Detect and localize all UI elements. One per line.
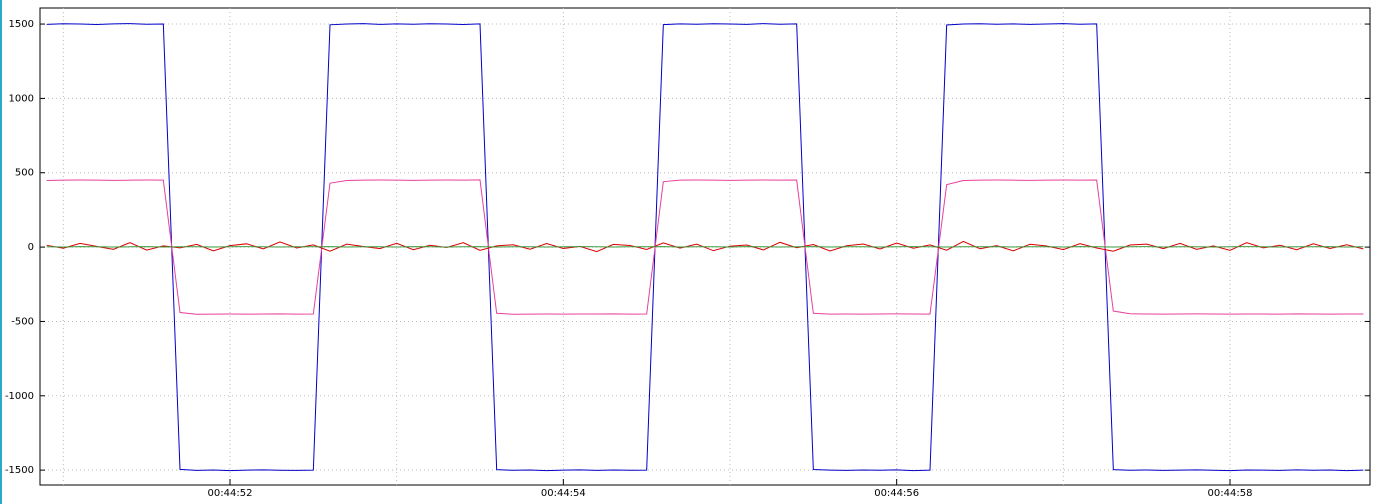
y-tick-label: 1000 <box>9 93 34 104</box>
y-tick-label: 1500 <box>9 19 34 30</box>
x-tick-label: 00:44:56 <box>874 488 919 499</box>
y-tick-label: 500 <box>15 168 34 179</box>
x-tick-label: 00:44:58 <box>1208 488 1253 499</box>
x-tick-label: 00:44:52 <box>208 488 253 499</box>
x-tick-label: 00:44:54 <box>541 488 586 499</box>
series-line <box>46 179 1364 315</box>
y-tick-label: -500 <box>11 316 34 327</box>
y-tick-label: -1000 <box>5 391 34 402</box>
series-line <box>46 240 1364 253</box>
y-tick-label: 0 <box>28 242 34 253</box>
window-border <box>0 0 2 504</box>
y-tick-label: -1500 <box>5 465 34 476</box>
series-line <box>46 23 1364 472</box>
